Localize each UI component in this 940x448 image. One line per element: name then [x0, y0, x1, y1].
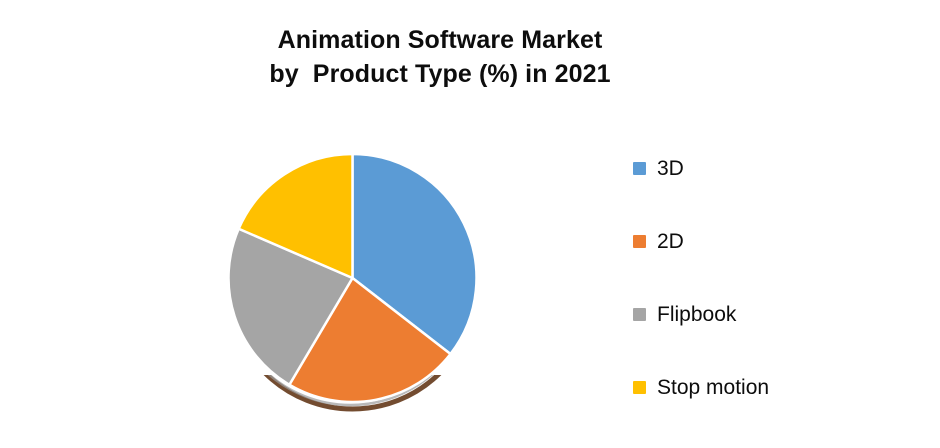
pie-slice-stop-motion[interactable]	[237, 152, 354, 280]
chart-title: Animation Software Market by Product Typ…	[0, 24, 880, 92]
legend-item-flipbook[interactable]: Flipbook	[633, 296, 933, 332]
pie-slice-group	[227, 152, 478, 404]
legend-item-3d[interactable]: 3D	[633, 150, 933, 186]
legend-swatch-icon-3d	[633, 161, 646, 175]
legend-label-2d: 2D	[657, 229, 684, 253]
legend-label-flipbook: Flipbook	[657, 302, 737, 326]
pie-depth-shadow	[263, 375, 442, 412]
pie-slice-flipbook[interactable]	[227, 227, 354, 386]
legend-label-3d: 3D	[657, 156, 684, 180]
pie-slice-2d[interactable]	[288, 276, 452, 404]
legend-swatch-icon-flipbook	[633, 307, 646, 321]
chart-title-line-1: Animation Software Market	[277, 26, 603, 54]
chart-title-line-2: by Product Type (%) in 2021	[269, 59, 611, 88]
legend-swatch-icon-stop-motion	[633, 380, 646, 394]
pie-svg	[227, 152, 478, 412]
plot-area	[200, 120, 520, 430]
legend-label-stop-motion: Stop motion	[657, 375, 770, 399]
legend-item-stop-motion[interactable]: Stop motion	[633, 369, 933, 405]
legend-swatch-icon-2d	[633, 234, 646, 248]
legend-item-2d[interactable]: 2D	[633, 223, 933, 259]
pie-slice-3d[interactable]	[351, 152, 478, 356]
chart-legend: 3D 2D Flipbook Stop motion	[633, 150, 933, 405]
